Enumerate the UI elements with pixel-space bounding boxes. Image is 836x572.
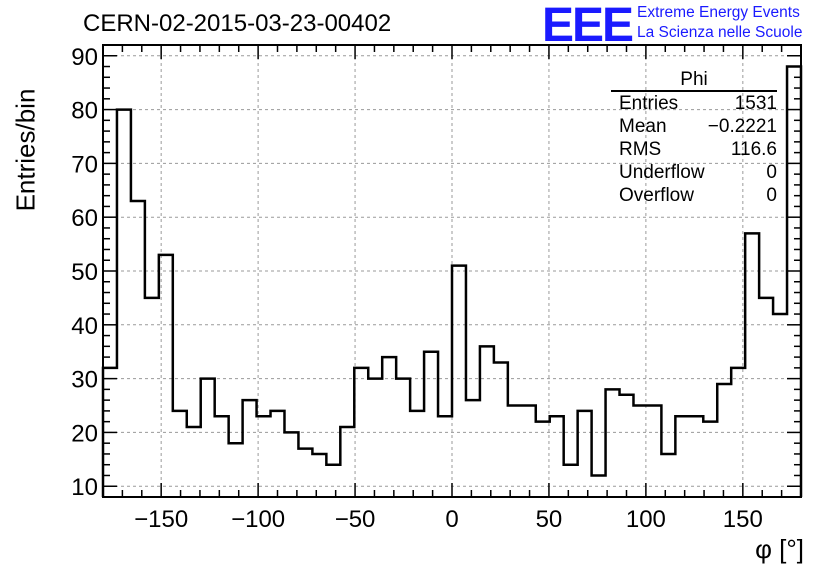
stats-value: 0 — [766, 162, 777, 183]
histogram-bin — [522, 406, 536, 497]
histogram-bin — [145, 298, 159, 497]
histogram-bin — [703, 422, 717, 497]
y-axis-label-box: Entries/bin — [4, 89, 48, 212]
axis-ticks — [102, 44, 802, 498]
histogram-bin — [661, 454, 675, 497]
stats-row-entries: Entries 1531 — [611, 92, 777, 115]
histogram-bin — [689, 416, 703, 497]
x-tick-label: 150 — [723, 506, 763, 533]
stats-label: Overflow — [619, 185, 694, 206]
histogram-bin — [536, 422, 550, 497]
histogram-bin — [354, 368, 368, 497]
histogram-bin — [187, 427, 201, 497]
x-tick-label: −150 — [134, 506, 188, 533]
stats-label: RMS — [619, 139, 662, 160]
stats-row-rms: RMS 116.6 — [611, 138, 777, 161]
histogram-bin — [340, 427, 354, 497]
y-tick-label: 30 — [71, 367, 98, 394]
stats-value: 0 — [766, 185, 777, 206]
histogram-bin — [620, 395, 634, 497]
histogram-step-line — [101, 65, 803, 497]
histogram-bin — [564, 465, 578, 497]
histogram-bin — [271, 411, 285, 497]
histogram-bin — [215, 416, 229, 497]
histogram-bin — [229, 443, 243, 497]
eee-logo: EEE — [542, 0, 634, 52]
y-axis-label: Entries/bin — [10, 88, 41, 212]
y-tick-label: 10 — [71, 474, 98, 501]
histogram-bin — [480, 346, 494, 497]
histogram-bin — [717, 384, 731, 497]
histogram-bin — [508, 406, 522, 497]
histogram-bin — [494, 362, 508, 497]
logo-caption: Extreme Energy Events La Scienza nelle S… — [637, 3, 802, 43]
histogram-bin — [117, 110, 131, 497]
x-tick-label: 50 — [536, 506, 563, 533]
histogram-bin — [312, 454, 326, 497]
y-tick-label: 20 — [71, 420, 98, 447]
stats-box: Phi Entries 1531 Mean −0.2221 RMS 116.6 Und… — [611, 70, 777, 207]
y-tick-label: 90 — [71, 44, 98, 71]
x-axis-label: φ [°] — [755, 534, 804, 564]
histogram-bin — [773, 314, 787, 497]
y-tick-label: 50 — [71, 259, 98, 286]
stats-label: Mean — [619, 116, 667, 137]
histogram-bin — [759, 298, 773, 497]
logo-caption-line2: La Scienza nelle Scuole — [637, 24, 803, 41]
histogram-bin — [243, 400, 257, 497]
stats-row-mean: Mean −0.2221 — [611, 115, 777, 138]
y-tick-label: 60 — [71, 205, 98, 232]
histogram-bin — [647, 406, 661, 497]
histogram-bin — [201, 379, 215, 497]
y-tick-label: 40 — [71, 313, 98, 340]
histogram-bin — [606, 389, 620, 497]
stats-value: 1531 — [734, 93, 777, 114]
stats-value: −0.2221 — [707, 116, 777, 137]
x-tick-label: 0 — [445, 506, 458, 533]
histogram-bin — [578, 411, 592, 497]
logo-caption-line1: Extreme Energy Events — [637, 4, 800, 21]
histogram-bin — [131, 201, 145, 497]
histogram-bin — [745, 233, 759, 497]
stats-row-underflow: Underflow 0 — [611, 161, 777, 184]
y-tick-label: 70 — [71, 151, 98, 178]
histogram-bin — [410, 411, 424, 497]
histogram-bin — [159, 255, 173, 497]
axis-tick-labels: −150 −100 −50 0 50 100 150 10 20 30 40 50 60 70 80 90 — [71, 44, 763, 533]
histogram-bin — [298, 449, 312, 497]
histogram-bin — [173, 411, 187, 497]
y-tick-label: 80 — [71, 98, 98, 125]
histogram-bin — [326, 465, 340, 497]
stats-title: Phi — [611, 70, 777, 92]
histogram-bin — [675, 416, 689, 497]
stats-label: Entries — [619, 93, 679, 114]
x-tick-label: 100 — [626, 506, 666, 533]
histogram-bin — [396, 379, 410, 497]
histogram-bin — [592, 475, 606, 497]
stats-value: 116.6 — [730, 139, 777, 160]
histogram-bin — [466, 400, 480, 497]
histogram-bin — [438, 416, 452, 497]
histogram-bin — [382, 357, 396, 497]
histogram-bin — [452, 266, 466, 497]
x-tick-label: −50 — [335, 506, 376, 533]
histogram-bin — [731, 368, 745, 497]
histogram-bin — [284, 432, 298, 497]
histogram-bin — [368, 379, 382, 497]
histogram-bin — [424, 352, 438, 497]
chart-title: CERN-02-2015-03-23-00402 — [83, 10, 392, 37]
stats-row-overflow: Overflow 0 — [611, 184, 777, 207]
histogram-bin — [550, 416, 564, 497]
stats-label: Underflow — [619, 162, 705, 183]
x-tick-label: −100 — [231, 506, 285, 533]
